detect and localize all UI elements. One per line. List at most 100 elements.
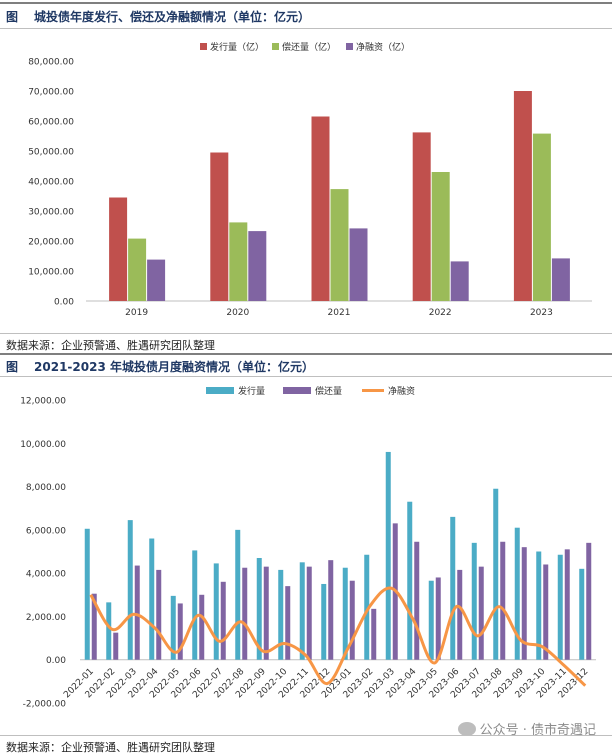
bar-2022-11-s0 (299, 562, 305, 660)
bar-2020-s2 (248, 231, 267, 301)
bar-2023-06-s1 (457, 569, 463, 660)
y-tick-label: 60,000.00 (28, 118, 74, 128)
bar-2022-s1 (431, 172, 450, 301)
y-tick-label: 10,000.00 (20, 440, 66, 450)
bar-2022-01-s1 (91, 593, 97, 660)
bar-2023-05-s0 (428, 580, 434, 660)
y-tick-label: 2,000.00 (26, 613, 66, 623)
legend-swatch-0 (206, 387, 234, 394)
bar-2023-10-s0 (536, 551, 542, 660)
bar-2022-10-s1 (285, 586, 291, 660)
legend-label-1: 偿还量 (315, 385, 342, 397)
bar-2023-06-s0 (450, 516, 456, 660)
annual-bond-chart: 发行量（亿） 偿还量（亿） 净融资（亿） 0.00 10,000.00 20,000.00… (28, 41, 592, 318)
y-tick-label: -2,000.00 (23, 700, 67, 710)
figure2-source: 数据来源：企业预警通、胜遇研究团队整理 (6, 741, 215, 754)
bar-2022-09-s0 (256, 557, 262, 660)
y-tick-label: 80,000.00 (28, 58, 74, 68)
x-tick-label: 2023 (530, 308, 553, 318)
legend-label-2: 净融资（亿） (356, 41, 410, 53)
bar-2023-09-s1 (521, 547, 527, 660)
bar-2023-12-s1 (586, 542, 592, 660)
y-tick-label: 40,000.00 (28, 178, 74, 188)
y-tick-label: 70,000.00 (28, 88, 74, 98)
bar-2019-s2 (147, 259, 166, 301)
bar-2023-07-s1 (478, 566, 484, 660)
bar-2022-s2 (450, 261, 469, 301)
figure1-title: 图 城投债年度发行、偿还及净融额情况（单位：亿元） (0, 8, 310, 25)
bar-2022-08-s1 (242, 567, 248, 660)
wechat-icon (457, 721, 476, 736)
bar-2023-01-s1 (349, 580, 355, 660)
legend-swatch-2 (346, 43, 353, 50)
bar-2023-11-s1 (564, 549, 570, 660)
figure1-label: 图 (6, 10, 19, 24)
bar-2019-s1 (128, 238, 147, 301)
monthly-financing-chart: 发行量 偿还量 净融资 -2,000.00 0.00 2,000.00 4,000.00 6,… (20, 385, 596, 710)
bar-2023-s1 (532, 133, 551, 301)
bar-2019-s0 (109, 197, 128, 301)
legend-swatch-1 (283, 387, 311, 394)
bar-2022-09-s1 (263, 566, 269, 660)
figure2-bottom-rule (0, 735, 612, 736)
bar-2022-08-s0 (235, 529, 241, 660)
bar-2022-06-s0 (192, 550, 198, 660)
bar-2023-02-s1 (371, 608, 377, 660)
bar-2023-11-s0 (557, 554, 563, 660)
legend-label-2: 净融资 (388, 385, 415, 397)
y-tick-label: 20,000.00 (28, 238, 74, 248)
bar-2023-03-s0 (385, 451, 391, 660)
y-tick-label: 50,000.00 (28, 148, 74, 158)
y-tick-label: 30,000.00 (28, 208, 74, 218)
figure2-label: 图 (6, 360, 19, 374)
bar-2022-03-s1 (134, 565, 140, 660)
legend-label-0: 发行量 (238, 385, 265, 397)
x-tick-label: 2020 (226, 308, 249, 318)
bar-2022-05-s0 (170, 595, 176, 660)
figure2-top-rule (0, 353, 612, 355)
figure1-title-text: 城投债年度发行、偿还及净融额情况（单位：亿元） (34, 10, 311, 24)
legend-swatch-0 (200, 43, 207, 50)
bar-2022-01-s0 (84, 528, 90, 660)
bar-2021-s0 (311, 116, 330, 301)
y-tick-label: 10,000.00 (28, 268, 74, 278)
watermark-text: 公众号 · 债市奇遇记 (479, 723, 596, 738)
bar-2022-10-s0 (278, 569, 284, 660)
figure1-bottom-rule (0, 333, 612, 334)
bar-2023-04-s1 (414, 541, 420, 660)
figure1-top-rule (0, 2, 612, 4)
y-tick-label: 6,000.00 (26, 526, 66, 536)
bar-2023-07-s0 (471, 542, 477, 660)
figure2-title-text: 2021-2023 年城投债月度融资情况（单位：亿元） (34, 360, 314, 374)
bar-2022-05-s1 (177, 603, 183, 660)
bar-2023-09-s0 (514, 527, 520, 660)
bar-2022-06-s1 (199, 594, 205, 660)
figure1-source: 数据来源：企业预警通、胜遇研究团队整理 (6, 339, 215, 352)
bar-2022-04-s1 (156, 569, 162, 660)
watermark: 公众号 · 债市奇遇记 (457, 719, 596, 738)
bar-2023-04-s0 (407, 501, 413, 660)
net-financing-line (89, 586, 587, 687)
legend-swatch-1 (272, 43, 279, 50)
bar-2023-10-s1 (543, 564, 549, 660)
bar-2023-02-s0 (364, 554, 370, 660)
x-tick-label: 2021 (328, 308, 351, 318)
bar-2022-07-s0 (213, 563, 219, 660)
bar-2022-11-s1 (306, 566, 312, 660)
y-tick-label: 0.00 (54, 298, 74, 308)
bar-2022-12-s1 (328, 560, 334, 660)
bar-2021-s2 (349, 228, 368, 301)
figure2-title-rule (0, 376, 612, 377)
bar-2020-s0 (210, 152, 229, 301)
bar-2020-s1 (229, 222, 248, 301)
bar-2022-02-s0 (106, 602, 112, 660)
figure2-title: 图 2021-2023 年城投债月度融资情况（单位：亿元） (0, 358, 314, 375)
bar-2023-s2 (551, 258, 570, 301)
bar-2022-03-s0 (127, 520, 133, 660)
bar-2023-s0 (513, 91, 532, 301)
bar-2023-08-s0 (493, 488, 499, 660)
y-tick-label: 0.00 (46, 656, 66, 666)
figure1-title-rule (0, 28, 612, 29)
legend-label-0: 发行量（亿） (210, 41, 264, 53)
bar-2022-07-s1 (220, 581, 226, 660)
